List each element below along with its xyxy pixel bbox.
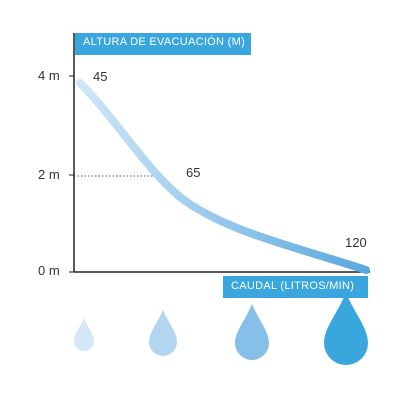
- ytick-label-0: 0 m: [38, 263, 60, 278]
- point-label-65: 65: [186, 165, 201, 180]
- ytick-label-2: 2 m: [38, 167, 60, 182]
- flow-curve-line: [76, 79, 370, 274]
- ylabel-box: [75, 33, 251, 55]
- water-drop-icon: [74, 318, 94, 351]
- ytick-label-4: 4 m: [38, 68, 60, 83]
- xlabel-box: [223, 276, 368, 298]
- water-drop-icon: [324, 292, 368, 365]
- water-drop-icon: [149, 309, 177, 356]
- xlabel: CAUDAL (LITROS/MIN): [231, 280, 355, 292]
- point-label-45: 45: [93, 69, 108, 84]
- water-drop-icon: [235, 303, 269, 360]
- point-label-120: 120: [345, 235, 367, 250]
- water-drops: [74, 292, 368, 365]
- ylabel: ALTURA DE EVACUACIÓN (M): [83, 36, 246, 48]
